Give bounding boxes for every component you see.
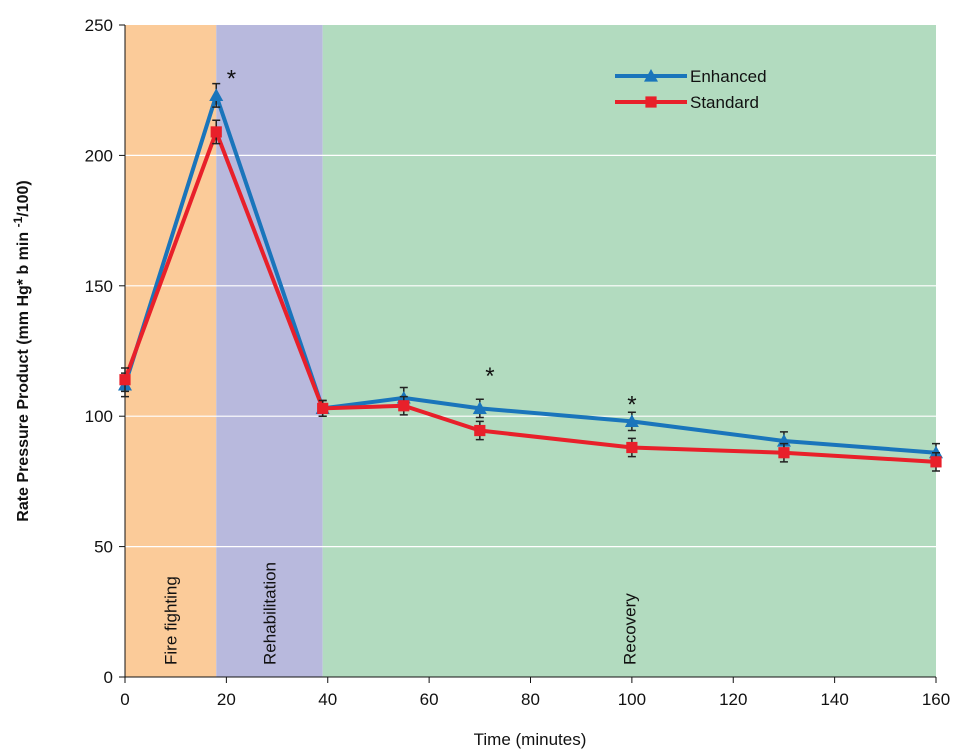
series-line <box>123 126 937 464</box>
y-tick-label: 150 <box>85 277 113 296</box>
y-label-sup: -1 <box>11 216 25 227</box>
x-tick-label: 100 <box>618 690 646 709</box>
y-axis-label: Rate Pressure Product (mm Hg* b min -1/1… <box>11 180 32 521</box>
y-tick-label: 250 <box>85 16 113 35</box>
x-tick-label: 140 <box>820 690 848 709</box>
x-tick-label: 80 <box>521 690 540 709</box>
point <box>778 447 790 459</box>
x-tick-label: 120 <box>719 690 747 709</box>
point <box>119 374 131 386</box>
annotation: * <box>227 66 236 93</box>
point <box>317 402 329 414</box>
annotation: * <box>485 363 494 390</box>
x-tick-label: 40 <box>318 690 337 709</box>
legend-label: Enhanced <box>690 67 767 86</box>
y-tick-label: 0 <box>104 668 113 687</box>
point <box>209 88 224 102</box>
point <box>930 456 942 468</box>
y-tick-label: 100 <box>85 407 113 426</box>
legend-label: Standard <box>690 93 759 112</box>
y-tick-label: 50 <box>94 538 113 557</box>
point <box>626 441 638 454</box>
x-tick-label: 0 <box>120 690 129 709</box>
region-label: Recovery <box>620 593 639 665</box>
series-line <box>123 88 937 455</box>
region <box>125 25 217 677</box>
region <box>322 25 936 677</box>
point <box>474 424 486 437</box>
y-label-text: /100) <box>15 180 32 216</box>
point <box>624 414 639 428</box>
region-label: Rehabilitation <box>260 562 279 665</box>
y-tick-label: 200 <box>85 146 113 165</box>
point <box>398 400 410 412</box>
x-tick-label: 160 <box>922 690 950 709</box>
y-label-text: Rate Pressure Product (mm Hg* b min <box>15 227 32 521</box>
region-label: Fire fighting <box>162 576 181 665</box>
point <box>472 401 487 414</box>
legend-marker <box>645 96 657 108</box>
legend-marker <box>644 69 658 82</box>
x-tick-label: 60 <box>420 690 439 709</box>
annotation: * <box>627 392 636 419</box>
x-tick-label: 20 <box>217 690 236 709</box>
point <box>210 126 222 138</box>
x-axis-label: Time (minutes) <box>474 730 587 749</box>
